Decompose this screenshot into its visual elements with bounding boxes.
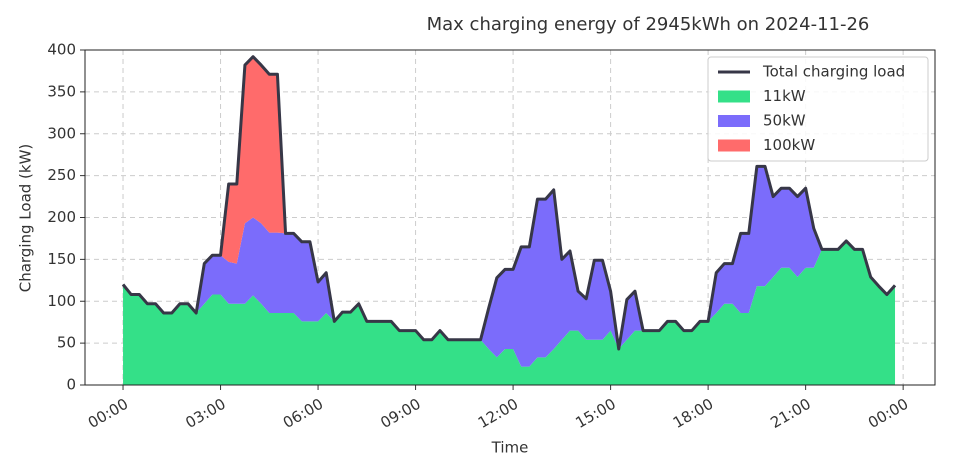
- y-tick-label: 300: [47, 124, 76, 142]
- legend-swatch: [718, 115, 750, 127]
- x-tick-label: 06:00: [280, 395, 326, 432]
- legend: Total charging load 11kW 50kW 100kW: [707, 56, 929, 162]
- chart-title: Max charging energy of 2945kWh on 2024-1…: [427, 14, 870, 35]
- y-tick-label: 350: [47, 82, 76, 100]
- y-tick-label: 0: [66, 376, 76, 394]
- x-tick-label: 21:00: [767, 395, 813, 432]
- x-axis-label: Time: [491, 439, 529, 457]
- x-tick-label: 15:00: [572, 395, 618, 432]
- x-tick-label: 03:00: [182, 395, 228, 432]
- legend-swatch: [718, 90, 750, 103]
- legend-label: Total charging load: [762, 63, 905, 81]
- y-tick-label: 100: [47, 292, 76, 310]
- y-tick-label: 250: [47, 166, 76, 184]
- area: [123, 166, 896, 367]
- x-tick-label: 18:00: [670, 395, 716, 432]
- y-axis-label: Charging Load (kW): [17, 144, 35, 293]
- x-tick-label: 00:00: [85, 395, 131, 432]
- y-tick-label: 50: [57, 334, 76, 352]
- legend-box: [707, 56, 929, 162]
- area: [123, 240, 896, 385]
- area: [123, 56, 896, 349]
- legend-label: 11kW: [763, 87, 806, 105]
- x-tick-label: 12:00: [475, 395, 521, 432]
- legend-swatch: [718, 139, 750, 152]
- y-tick-label: 150: [47, 250, 76, 268]
- plot-frame: [84, 49, 936, 386]
- x-tick-label: 09:00: [377, 395, 423, 432]
- x-tick-label: 00:00: [865, 395, 911, 432]
- legend-label: 50kW: [763, 112, 806, 130]
- y-tick-label: 200: [47, 208, 76, 226]
- y-tick-label: 400: [47, 41, 76, 59]
- total-line: [121, 55, 897, 351]
- legend-label: 100kW: [763, 136, 815, 154]
